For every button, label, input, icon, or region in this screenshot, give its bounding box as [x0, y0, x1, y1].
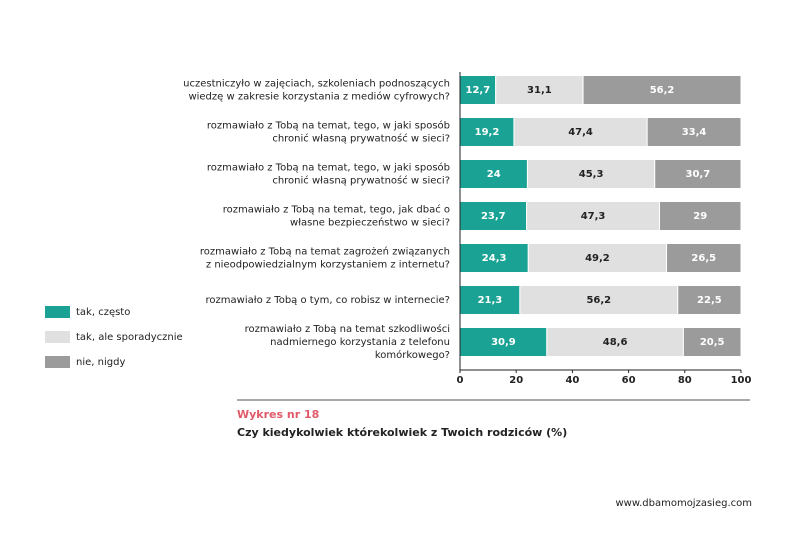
bar-segment — [527, 243, 668, 273]
legend-swatch — [45, 331, 70, 343]
value-label: 47,3 — [581, 211, 606, 222]
value-label: 12,7 — [465, 85, 490, 96]
x-tick-label: 20 — [509, 375, 523, 386]
source: www.dbamomojzasieg.com — [615, 498, 752, 509]
category-label: własne bezpieczeństwo w sieci? — [290, 217, 450, 229]
x-tick-label: 60 — [622, 375, 636, 386]
value-label: 21,3 — [478, 295, 503, 306]
legend-label: tak, ale sporadycznie — [76, 332, 183, 343]
x-tick-label: 80 — [678, 375, 692, 386]
category-label: chronić własną prywatność w sieci? — [272, 133, 450, 145]
value-label: 24 — [487, 169, 501, 180]
value-label: 56,2 — [586, 295, 611, 306]
bar-segment — [519, 285, 679, 315]
bar-segment — [654, 159, 742, 189]
value-label: 31,1 — [527, 85, 552, 96]
bar-segment — [526, 201, 661, 231]
value-label: 23,7 — [481, 211, 506, 222]
value-label: 19,2 — [475, 127, 500, 138]
bar-segment — [459, 327, 548, 357]
value-label: 30,7 — [686, 169, 711, 180]
value-label: 45,3 — [579, 169, 604, 180]
bar-segment — [646, 117, 742, 147]
legend-swatch — [45, 356, 70, 368]
figure-label: Wykres nr 18 — [237, 408, 319, 421]
value-label: 29 — [693, 211, 707, 222]
category-label: komórkowego? — [375, 349, 450, 361]
chart-title: Czy kiedykolwiek którekolwiek z Twoich r… — [237, 426, 567, 439]
category-label: rozmawiało z Tobą na temat szkodliwości — [245, 323, 450, 335]
value-label: 24,3 — [482, 253, 507, 264]
x-tick-label: 0 — [457, 375, 464, 386]
value-label: 20,5 — [700, 337, 725, 348]
category-label: rozmawiało z Tobą na temat, tego, w jaki… — [207, 162, 450, 174]
category-label: chronić własną prywatność w sieci? — [272, 175, 450, 187]
value-label: 30,9 — [491, 337, 516, 348]
category-label: wiedzę w zakresie korzystania z mediów c… — [188, 91, 450, 103]
category-label: uczestniczyło w zajęciach, szkoleniach p… — [183, 79, 450, 90]
value-label: 33,4 — [682, 127, 707, 138]
value-label: 47,4 — [568, 127, 593, 138]
category-label: rozmawiało z Tobą na temat, tego, jak db… — [223, 204, 450, 216]
category-label: nadmiernego korzystania z telefonu — [270, 337, 450, 348]
bar-segment — [546, 327, 684, 357]
bar-segment — [659, 201, 742, 231]
value-label: 22,5 — [697, 295, 722, 306]
bar-segment — [666, 243, 742, 273]
value-label: 49,2 — [585, 253, 610, 264]
value-label: 26,5 — [691, 253, 716, 264]
category-label: rozmawiało z Tobą na temat, tego, w jaki… — [207, 120, 450, 132]
category-label: rozmawiało z Tobą na temat zagrożeń zwią… — [200, 246, 450, 258]
legend-label: nie, nigdy — [76, 357, 125, 368]
value-label: 56,2 — [650, 85, 675, 96]
category-label: rozmawiało z Tobą o tym, co robisz w int… — [206, 295, 450, 306]
x-tick-label: 40 — [565, 375, 579, 386]
value-label: 48,6 — [603, 337, 628, 348]
bar-segment — [677, 285, 742, 315]
bar-segment — [459, 201, 528, 231]
legend-swatch — [45, 306, 70, 318]
category-label: z nieodpowiedzialnym korzystaniem z inte… — [206, 260, 450, 271]
x-tick-label: 100 — [731, 375, 752, 386]
bar-segment — [582, 75, 742, 105]
bar-segment — [459, 285, 521, 315]
bar-segment — [495, 75, 584, 105]
bar-segment — [682, 327, 742, 357]
legend-label: tak, często — [76, 307, 130, 318]
